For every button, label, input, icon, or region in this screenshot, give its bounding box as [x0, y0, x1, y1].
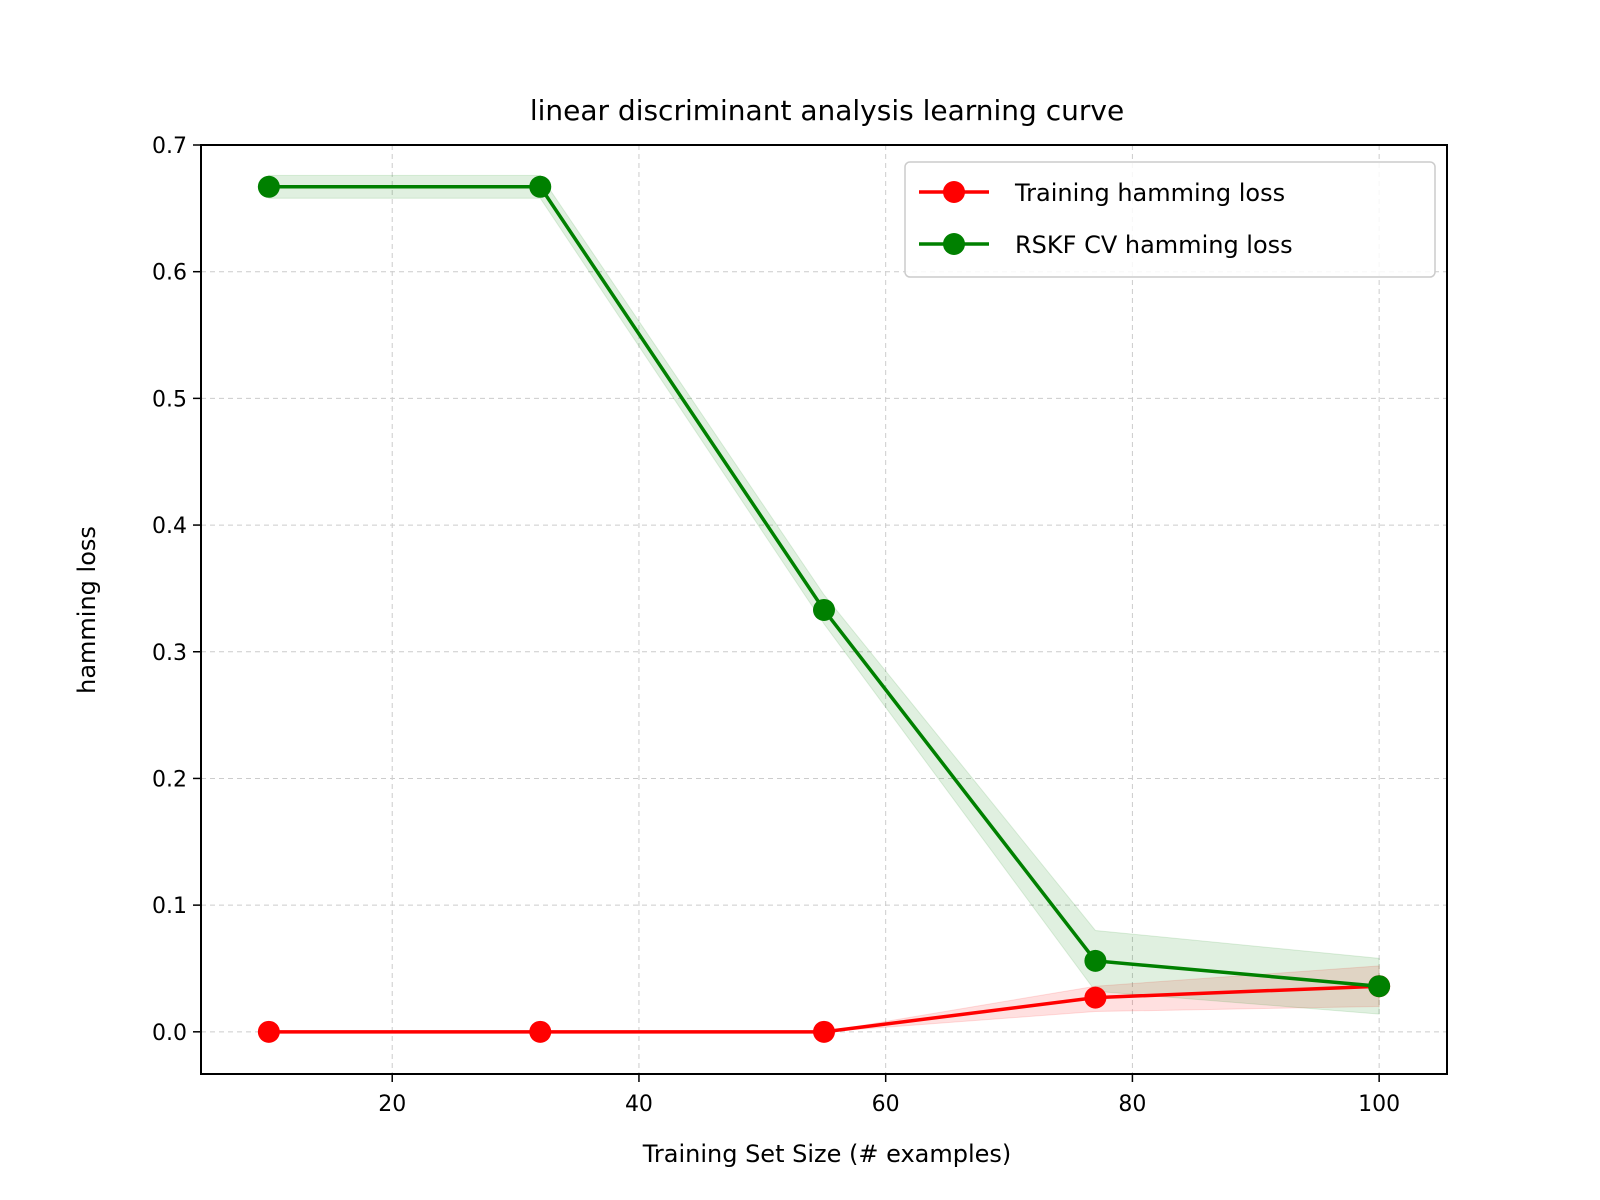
legend-box [904, 161, 1436, 278]
series-0-point [529, 1020, 552, 1043]
y-tick-label: 0.7 [152, 134, 187, 159]
series-1-point [529, 175, 552, 198]
legend: Training hamming loss RSKF CV hamming los… [904, 161, 1436, 278]
series-1-band [268, 174, 1380, 1015]
y-axis-label: hamming loss [73, 526, 101, 694]
x-tick-label: 60 [872, 1092, 900, 1117]
y-tick-label: 0.4 [152, 514, 187, 539]
series-1-point [257, 175, 280, 198]
y-tick-label: 0.0 [152, 1021, 187, 1046]
legend-swatch-marker [943, 233, 965, 255]
series-0-point [257, 1020, 280, 1043]
y-tick-label: 0.3 [152, 641, 187, 666]
x-axis-label: Training Set Size (# examples) [642, 1140, 1012, 1168]
axis-ticks: 20 40 60 80 100 0.0 0.1 0.2 0.3 0.4 0.5 0.6 0.7 [152, 134, 1400, 1117]
series-lines [257, 175, 1391, 1043]
legend-swatch-marker [943, 181, 965, 203]
y-tick-label: 0.5 [152, 387, 187, 412]
x-tick-label: 40 [625, 1092, 653, 1117]
series-0-point [1084, 986, 1107, 1009]
legend-label: Training hamming loss [1014, 179, 1285, 207]
y-tick-label: 0.1 [152, 894, 187, 919]
x-tick-label: 100 [1358, 1092, 1400, 1117]
series-0-point [813, 1020, 835, 1043]
x-tick-label: 80 [1118, 1092, 1146, 1117]
series-1-point [1084, 949, 1107, 972]
y-tick-label: 0.6 [152, 261, 187, 286]
series-1-line [268, 185, 1380, 988]
series-1-point [1368, 975, 1391, 998]
plot-frame [200, 144, 1448, 1075]
x-tick-label: 20 [378, 1092, 406, 1117]
chart-title: linear discriminant analysis learning cu… [530, 94, 1124, 127]
legend-label: RSKF CV hamming loss [1015, 231, 1293, 259]
series-1-point [813, 598, 835, 621]
y-tick-label: 0.2 [152, 767, 187, 792]
